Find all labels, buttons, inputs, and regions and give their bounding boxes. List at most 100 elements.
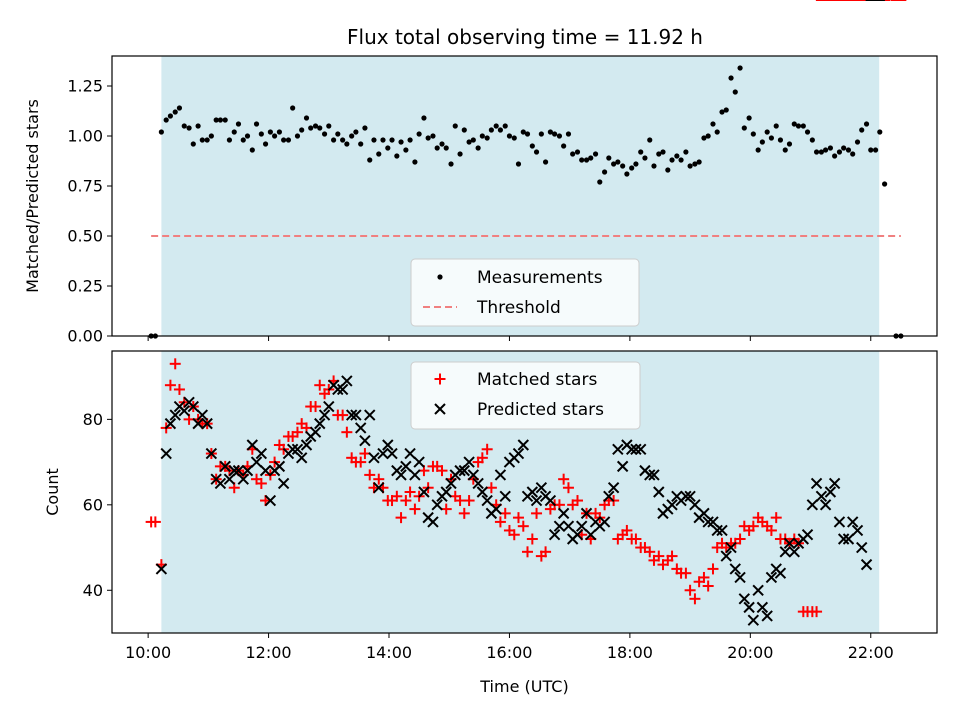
predicted-star-point [607,482,620,494]
measurement-point [809,137,815,143]
measurement-point [615,159,621,165]
measurement-points [148,65,904,339]
time-x-axis: 10:00 12:00 14:00 16:00 18:00 20:00 22:00 [125,633,894,662]
matched-star-point [355,456,367,468]
measurement-point [868,147,874,153]
measurement-point [620,163,626,169]
matched-star-point [314,379,326,391]
measurement-point [163,117,169,123]
measurement-point [235,121,242,127]
matched-star-point [310,401,322,413]
measurement-point [588,155,594,161]
matched-star-point [707,563,719,575]
measurement-point [226,137,233,143]
predicted-star-point [277,477,290,490]
measurement-point [737,65,743,71]
predicted-star-point [779,546,791,558]
predicted-star-point [557,507,570,520]
predicted-star-point [535,482,548,494]
matched-star-point [653,550,665,562]
matched-star-point [562,482,574,494]
measurement-point [791,121,797,127]
predicted-star-point [400,460,412,473]
predicted-star-point [427,516,439,528]
measurement-point [520,129,526,135]
measurement-point [665,167,671,173]
measurement-point [181,123,187,129]
measurement-point [719,109,725,115]
measurement-point [385,145,391,151]
predicted-star-point [666,499,678,511]
measurement-point [678,157,684,163]
ratio-y-tick-label: 0.50 [67,227,103,246]
measurement-point [199,137,205,143]
measurement-point [597,179,603,185]
predicted-star-point [264,494,277,507]
measurement-point [244,133,251,139]
predicted-star-point [409,469,421,481]
predicted-star-point [625,443,638,455]
matched-star-point [698,571,710,583]
ratio-y-tick-label: 0.75 [67,177,103,196]
chart-title: Flux total observing time = 11.92 h [347,25,703,49]
measurement-point [800,123,806,129]
predicted-star-point [273,460,286,473]
predicted-star-point [291,443,304,455]
predicted-star-point [373,482,385,494]
matched-star-point [558,473,570,485]
matched-star-point [526,533,538,545]
measurement-point [457,151,463,157]
predicted-star-point [553,520,566,532]
measurement-point [497,127,504,133]
measurement-point [511,135,517,141]
measurement-point [705,133,711,139]
ratio-panel: 0.00 0.25 0.50 0.75 1.00 1.25 Matched/Predict… [23,55,938,346]
predicted-star-point [752,584,764,596]
ratio-y-axis: 0.00 0.25 0.50 0.75 1.00 1.25 [67,77,872,346]
measurements-legend-label: Measurements [477,268,603,288]
measurement-point [488,127,494,133]
measurement-point [863,121,870,127]
measurement-point [421,115,427,121]
predicted-star-point [463,456,475,468]
measurement-point [158,129,164,135]
predicted-star-point [259,464,272,477]
predicted-star-point [548,529,561,541]
measurement-point [759,139,765,145]
matched-star-point [337,409,349,421]
measurement-point [258,131,264,137]
measurement-point [755,147,761,153]
counts-y-tick-label: 80 [83,410,103,429]
matched-star-point [164,379,176,391]
measurement-point [782,147,788,153]
measurement-point [764,129,770,135]
predicted-star-point [585,529,597,541]
measurement-point [253,121,260,127]
measurement-point [629,165,635,171]
predicted-star-point [576,520,588,532]
measurement-point [403,147,409,153]
predicted-star-point [368,452,380,464]
matched-star-point [811,606,823,618]
matched-star-point [747,520,759,532]
predicted-star-point [729,563,741,575]
predicted-star-point [819,499,832,511]
measurement-point [611,161,617,167]
predicted-star-point [837,533,850,545]
predicted-star-point [833,516,846,528]
predicted-star-point [512,447,525,460]
measurement-point [430,133,436,139]
matched-star-point [512,512,524,524]
measurement-point [777,137,784,143]
measurement-point [249,147,255,153]
predicted-star-point [851,524,864,537]
predicted-star-point [440,486,452,498]
measurement-point [723,107,729,113]
matched-star-point [341,426,353,438]
measurement-point [439,141,445,147]
x-axis-label: Time (UTC) [479,677,568,696]
predicted-star-point [725,541,737,554]
predicted-star-point [196,409,209,421]
measurement-point [317,125,323,131]
predicted-star-point [164,417,177,430]
